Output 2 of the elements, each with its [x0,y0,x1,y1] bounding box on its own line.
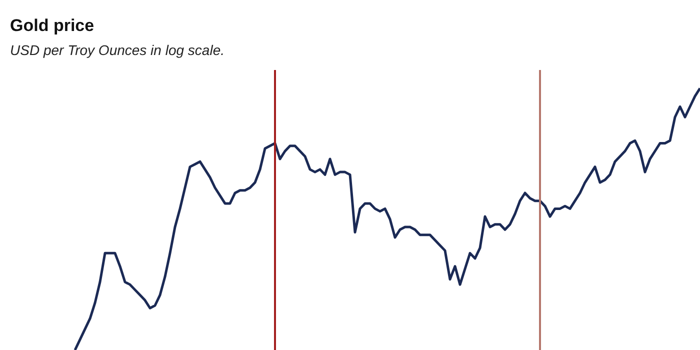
chart-title: Gold price [10,16,94,36]
chart-subtitle: USD per Troy Ounces in log scale. [10,42,224,58]
